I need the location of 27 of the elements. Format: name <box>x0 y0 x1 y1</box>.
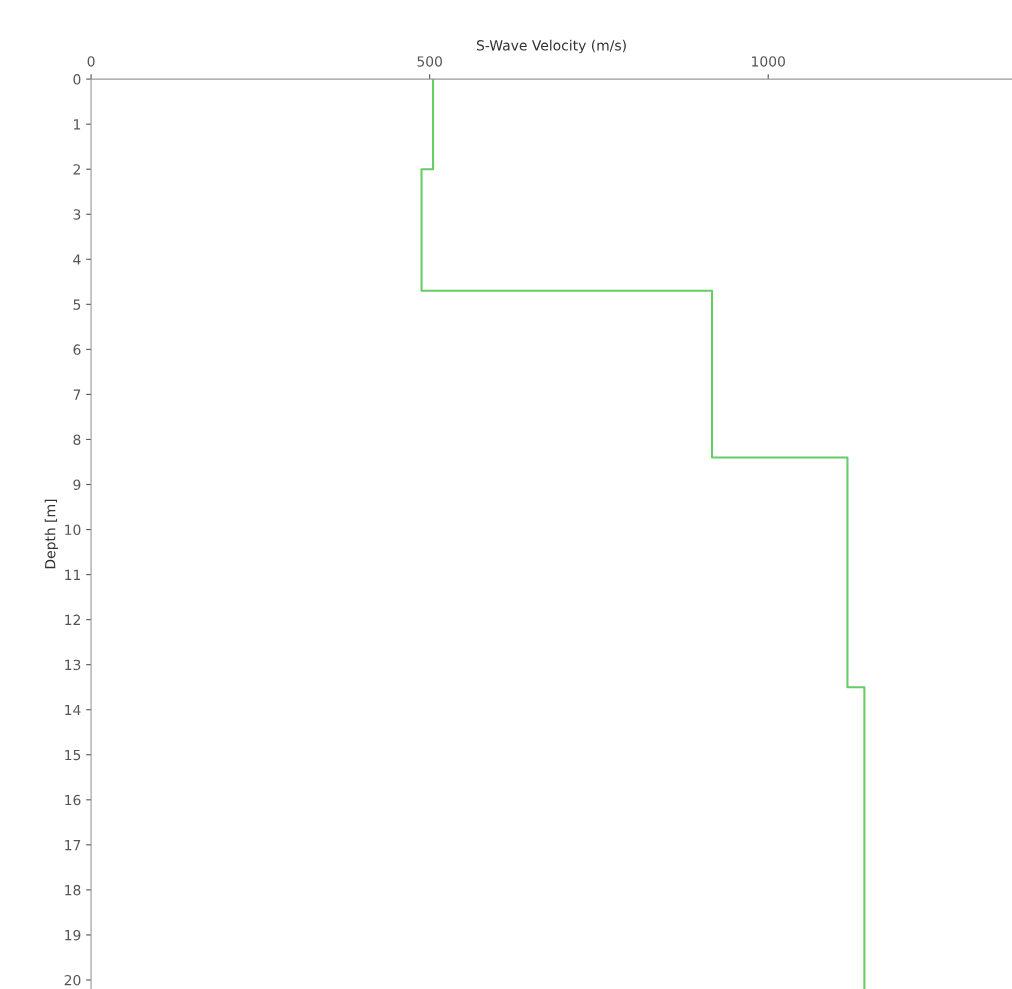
y-tick-label: 18 <box>65 884 81 896</box>
y-tick-label: 8 <box>73 434 81 445</box>
y-tick-label: 13 <box>65 659 81 671</box>
y-tick-label: 16 <box>65 794 81 806</box>
line-series <box>420 79 866 989</box>
y-tick-label: 1 <box>74 119 81 130</box>
x-tick-label: 0 <box>87 56 95 67</box>
y-tick-label: 14 <box>65 704 81 716</box>
y-axis-title: Depth [m] <box>44 499 59 569</box>
y-tick-label: 4 <box>73 254 81 265</box>
y-tick-label: 19 <box>65 929 81 941</box>
y-tick-label: 5 <box>73 299 81 310</box>
y-tick-label: 10 <box>65 524 81 536</box>
y-tick-label: 6 <box>73 344 81 355</box>
y-tick-label: 7 <box>73 389 81 400</box>
x-axis-title: S-Wave Velocity (m/s) <box>476 39 626 54</box>
y-tick-label: 20 <box>64 974 81 986</box>
y-tick-label: 15 <box>65 749 81 761</box>
y-tick-label: 9 <box>73 479 81 490</box>
x-tick-label: 1000 <box>752 56 785 67</box>
y-tick-label: 0 <box>73 74 81 85</box>
y-tick-label: 12 <box>65 614 80 625</box>
y-tick-label: 3 <box>73 209 81 220</box>
y-tick-label: 2 <box>73 164 80 175</box>
y-tick-label: 11 <box>65 569 81 580</box>
x-tick-label: 500 <box>417 56 442 67</box>
y-tick-label: 17 <box>65 840 81 851</box>
